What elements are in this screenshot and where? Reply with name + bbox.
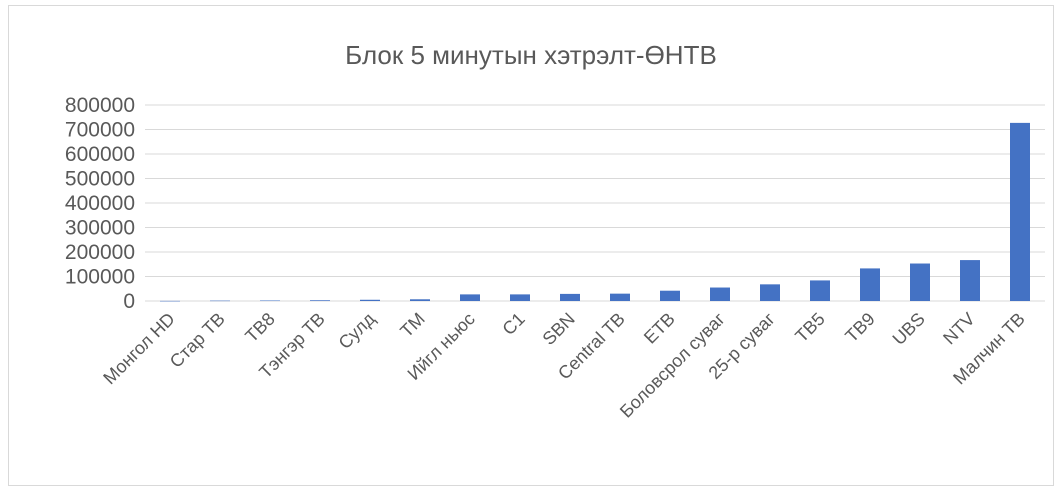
x-tick-label: C1 (498, 309, 528, 339)
x-tick-label: NTV (939, 309, 979, 349)
bar (310, 300, 330, 301)
chart-title: Блок 5 минутын хэтрэлт-ӨНТВ (345, 40, 717, 70)
y-tick-label: 500000 (65, 168, 135, 191)
x-tick-label: ТМ (396, 309, 429, 342)
y-tick-label: 700000 (65, 119, 135, 142)
y-tick-label: 0 (123, 290, 135, 313)
x-tick-label: Стар ТВ (166, 309, 229, 372)
bar (810, 280, 830, 301)
y-tick-label: 300000 (65, 217, 135, 240)
x-tick-label: UBS (889, 309, 929, 349)
bar (210, 300, 230, 302)
x-tick-label: ТВ9 (841, 309, 878, 346)
x-tick-label: Сулд (335, 308, 380, 353)
bar (860, 268, 880, 301)
x-tick-label: ТВ5 (791, 309, 828, 346)
y-tick-label: 800000 (65, 94, 135, 117)
bar (460, 294, 480, 301)
y-tick-label: 200000 (65, 241, 135, 264)
bar (1010, 122, 1030, 301)
bar (910, 263, 930, 301)
bar (710, 287, 730, 301)
x-tick-label: Монгол HD (99, 309, 179, 389)
bar (360, 299, 380, 301)
bar (960, 260, 980, 301)
chart-area (8, 5, 1054, 486)
bar (660, 290, 680, 301)
bar (510, 294, 530, 301)
y-tick-label: 100000 (65, 266, 135, 289)
y-tick-label: 600000 (65, 143, 135, 166)
bar (410, 299, 430, 301)
x-tick-label: SBN (539, 309, 579, 349)
bar (760, 284, 780, 301)
x-tick-label: ETB (640, 309, 679, 348)
bar (610, 293, 630, 301)
bar (160, 300, 180, 302)
bar (560, 293, 580, 301)
bar (260, 300, 280, 302)
y-tick-label: 400000 (65, 192, 135, 215)
x-tick-label: ТВ8 (241, 309, 278, 346)
